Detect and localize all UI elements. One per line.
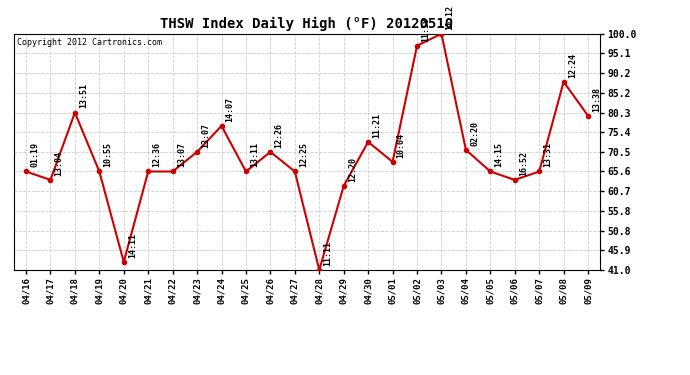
Text: 02:20: 02:20 [470,121,479,146]
Text: 11:12: 11:12 [446,4,455,30]
Text: 11:13: 11:13 [421,16,430,42]
Text: 12:24: 12:24 [568,53,577,78]
Text: 16:52: 16:52 [519,151,528,176]
Text: 12:36: 12:36 [152,142,161,167]
Text: 13:11: 13:11 [250,142,259,167]
Text: 12:26: 12:26 [275,123,284,148]
Text: 12:25: 12:25 [299,142,308,167]
Text: 13:38: 13:38 [592,87,601,112]
Text: 13:31: 13:31 [543,142,553,167]
Text: 14:11: 14:11 [128,233,137,258]
Text: 10:04: 10:04 [397,133,406,158]
Text: 01:19: 01:19 [30,142,39,167]
Text: 13:04: 13:04 [55,151,63,176]
Text: 10:55: 10:55 [104,142,112,167]
Text: 14:15: 14:15 [495,142,504,167]
Text: 13:07: 13:07 [201,123,210,148]
Text: 12:20: 12:20 [348,157,357,182]
Text: 14:07: 14:07 [226,97,235,122]
Title: THSW Index Daily High (°F) 20120510: THSW Index Daily High (°F) 20120510 [161,17,453,31]
Text: 13:07: 13:07 [177,142,186,167]
Text: 13:51: 13:51 [79,84,88,108]
Text: 11:21: 11:21 [373,113,382,138]
Text: 11:11: 11:11 [324,241,333,266]
Text: Copyright 2012 Cartronics.com: Copyright 2012 Cartronics.com [17,39,161,48]
